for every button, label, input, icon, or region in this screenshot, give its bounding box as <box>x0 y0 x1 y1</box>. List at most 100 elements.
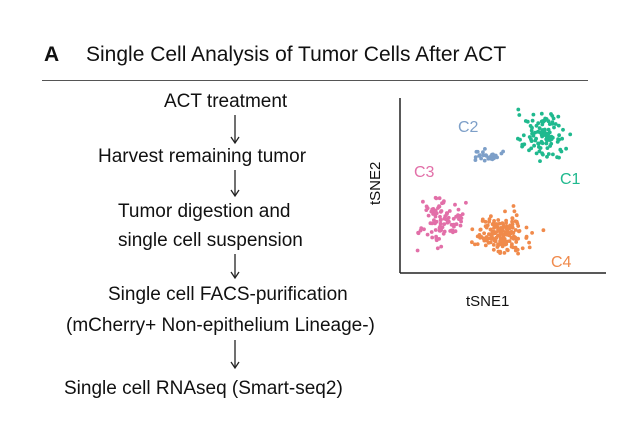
data-point <box>513 228 518 232</box>
data-point <box>501 223 506 228</box>
data-point <box>537 149 542 154</box>
data-point <box>516 251 520 256</box>
data-point <box>460 212 465 216</box>
data-point <box>475 242 480 247</box>
data-point <box>446 219 450 223</box>
data-point <box>507 239 512 244</box>
data-point <box>483 147 487 151</box>
data-point <box>507 226 512 231</box>
data-point <box>435 246 440 251</box>
data-point <box>514 219 519 224</box>
data-point <box>478 227 483 232</box>
step-harvest-tumor: Harvest remaining tumor <box>98 146 307 167</box>
data-point <box>507 233 512 238</box>
data-point <box>457 217 461 221</box>
data-point <box>502 239 506 244</box>
data-point <box>490 236 495 241</box>
data-point <box>516 107 521 112</box>
cluster-label-c3: C3 <box>414 164 435 181</box>
data-point <box>430 221 434 226</box>
data-point <box>438 214 442 219</box>
data-point <box>446 215 451 220</box>
data-point <box>498 251 502 256</box>
data-point <box>418 228 423 233</box>
data-point <box>437 196 442 201</box>
data-point <box>494 222 499 226</box>
data-point <box>517 229 521 234</box>
data-point <box>488 227 493 232</box>
scatter-canvas <box>399 98 606 274</box>
data-point <box>491 247 496 252</box>
data-point <box>539 119 544 124</box>
data-point <box>421 199 425 204</box>
data-point <box>441 231 446 236</box>
data-point <box>482 158 487 163</box>
title-divider <box>42 80 588 81</box>
data-point <box>546 152 551 156</box>
data-point <box>541 228 546 233</box>
data-point <box>503 209 507 214</box>
data-point <box>489 214 493 219</box>
data-point <box>530 231 534 235</box>
data-point <box>503 242 508 247</box>
data-point <box>532 143 536 148</box>
data-point <box>520 144 524 149</box>
data-point <box>531 133 536 138</box>
data-point <box>527 240 531 245</box>
data-point <box>555 140 560 144</box>
data-point <box>528 124 533 128</box>
down-arrow-icon <box>229 170 241 198</box>
cluster-c4-points <box>470 204 546 256</box>
y-axis-label: tSNE2 <box>367 161 384 205</box>
data-point <box>453 202 457 207</box>
data-point <box>479 235 484 239</box>
data-point <box>439 217 443 222</box>
data-point <box>425 232 430 237</box>
data-point <box>433 228 438 232</box>
down-arrow-icon <box>229 115 241 145</box>
cluster-label-c2: C2 <box>458 119 479 136</box>
data-point <box>482 231 486 236</box>
data-point <box>487 219 491 224</box>
cluster-c3-points <box>415 195 468 253</box>
step-facs-purification: Single cell FACS-purification <box>108 284 348 305</box>
data-point <box>556 137 560 141</box>
data-point <box>441 200 446 205</box>
data-point <box>433 214 438 219</box>
data-point <box>555 155 559 160</box>
data-point <box>430 235 435 240</box>
data-point <box>442 222 447 227</box>
data-point <box>449 222 454 227</box>
data-point <box>556 114 561 119</box>
down-arrow-icon <box>229 254 241 280</box>
data-point <box>557 133 561 138</box>
data-point <box>484 225 489 230</box>
data-point <box>538 159 542 163</box>
data-point <box>432 218 436 222</box>
data-point <box>553 122 558 126</box>
data-point <box>458 223 463 228</box>
data-point <box>512 209 517 214</box>
data-point <box>550 114 555 118</box>
data-point <box>459 219 463 224</box>
data-point <box>531 112 536 117</box>
data-point <box>424 208 429 212</box>
data-point <box>492 225 497 230</box>
data-point <box>561 127 565 132</box>
step-single-cell-suspension: single cell suspension <box>118 230 303 251</box>
tsne-scatter-plot <box>370 92 610 312</box>
data-point <box>536 142 541 146</box>
data-point <box>429 230 434 234</box>
data-point <box>510 216 515 221</box>
data-point <box>558 147 563 152</box>
step-facs-gating: (mCherry+ Non-epithelium Lineage-) <box>66 315 375 336</box>
data-point <box>490 152 494 157</box>
data-point <box>448 229 453 233</box>
data-point <box>495 245 500 249</box>
data-point <box>521 133 526 138</box>
data-point <box>517 113 522 117</box>
data-point <box>426 213 431 218</box>
data-point <box>514 213 519 218</box>
data-point <box>540 122 545 127</box>
data-point <box>540 141 545 146</box>
